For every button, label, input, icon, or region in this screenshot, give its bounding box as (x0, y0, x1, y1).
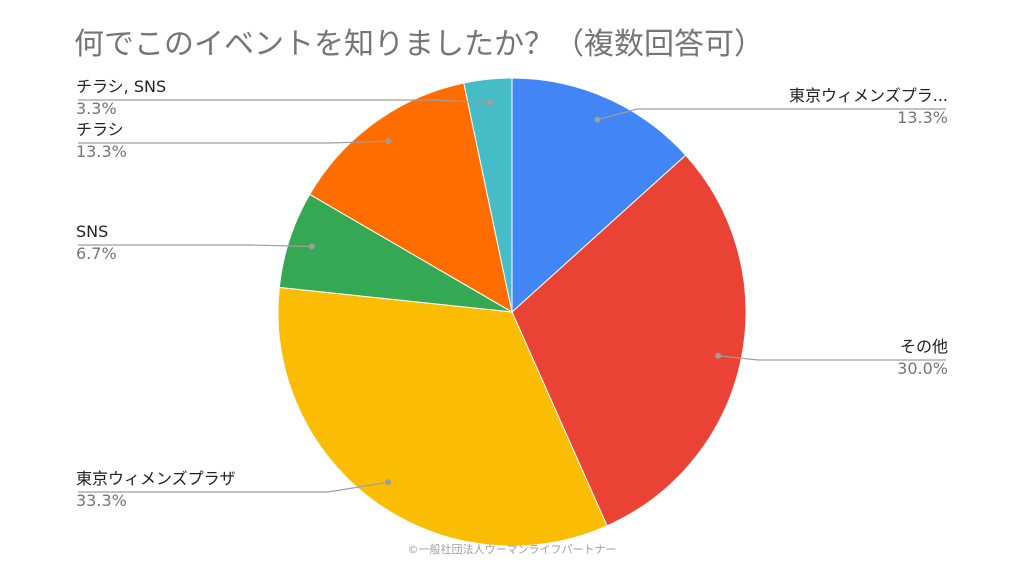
slice-percent-3: 33.3% (76, 491, 127, 510)
chart-title: 何でこのイベントを知りましたか？（複数回答可） (74, 27, 764, 62)
pie-slices (277, 77, 747, 547)
leader-line-4 (78, 244, 312, 248)
leader-dot-2 (715, 352, 721, 359)
pie-slice-2 (511, 154, 747, 527)
pie-slice-5 (309, 82, 513, 313)
slice-percent-1: 13.3% (897, 108, 948, 127)
leader-dot-6 (487, 99, 494, 106)
leader-dot-4 (308, 243, 315, 250)
pie-slice-3 (277, 286, 608, 547)
leader-dot-5 (385, 138, 392, 145)
pie-slice-6 (463, 77, 513, 313)
pie-slice-1 (511, 77, 687, 314)
slice-label-3: 東京ウィメンズプラザ (76, 469, 236, 488)
leader-dot-3 (385, 479, 392, 486)
leader-line-5 (78, 140, 389, 144)
slice-percent-4: 6.7% (76, 244, 117, 263)
slice-label-6: チラシ, SNS (76, 77, 166, 96)
slice-label-1: 東京ウィメンズプラ... (789, 86, 948, 105)
leader-line-2 (717, 355, 946, 361)
leader-line-3 (78, 481, 389, 493)
slice-percent-6: 3.3% (76, 99, 117, 118)
slice-label-4: SNS (76, 222, 108, 241)
leader-dot-1 (594, 116, 601, 123)
leader-line-6 (78, 99, 491, 104)
slice-labels: 東京ウィメンズプラ... 13.3% その他 30.0% 東京ウィメンズプラザ 33.3%… (76, 77, 948, 510)
slice-label-2: その他 (900, 337, 948, 356)
slice-percent-2: 30.0% (897, 359, 948, 378)
leader-line-1 (597, 108, 946, 121)
copyright-credit: ©一般社団法人ウーマンライフパートナー (408, 542, 617, 556)
slice-label-5: チラシ (76, 120, 124, 139)
slice-percent-5: 13.3% (76, 142, 127, 161)
